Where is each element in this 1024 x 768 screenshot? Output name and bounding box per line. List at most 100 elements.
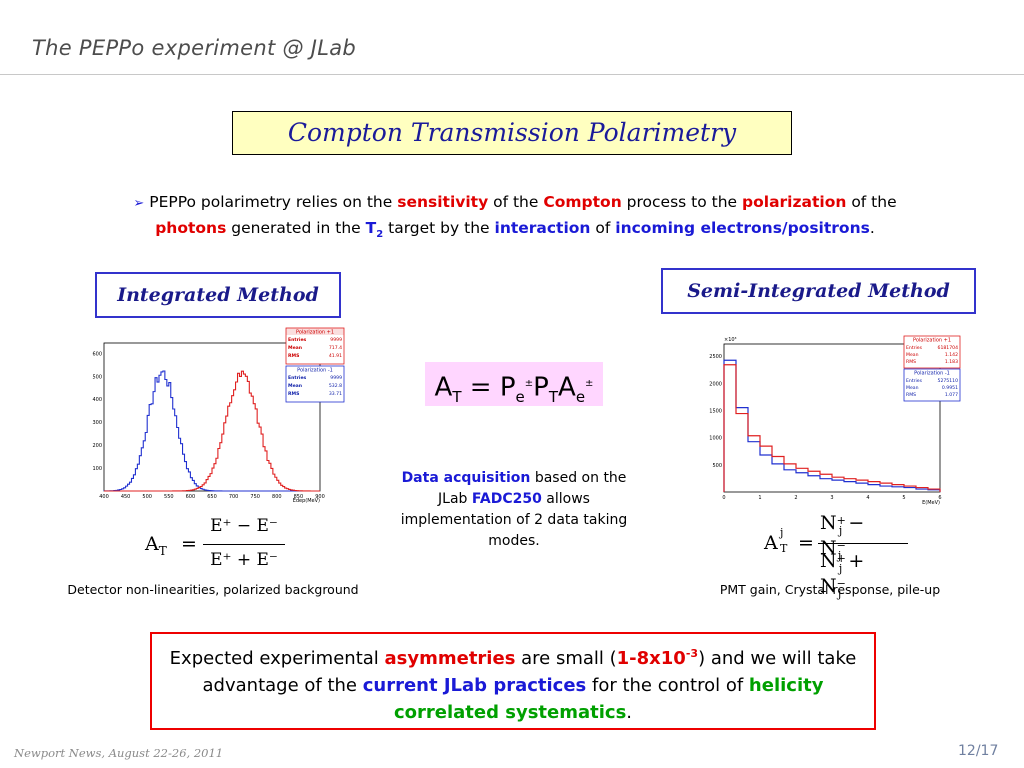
x-axis-ticks: 400 450 500 550 600 650 700 750 800 850 900 — [99, 494, 325, 500]
svg-text:Polarization +1: Polarization +1 — [913, 338, 951, 344]
x-axis-ticks: 0 1 2 3 4 5 6 — [722, 495, 941, 501]
keyword-data-acquisition: Data acquisition — [401, 470, 531, 486]
svg-text:Polarization -1: Polarization -1 — [297, 368, 333, 374]
tick-label: 600 — [186, 494, 196, 500]
svg-text:33.71: 33.71 — [329, 391, 342, 397]
bullet-arrow-icon: ➢ — [133, 196, 145, 211]
svg-text:Entries: Entries — [288, 337, 307, 343]
formula-denominator: E⁺ + E⁻ — [210, 550, 278, 570]
tick-label: 1 — [758, 495, 761, 501]
header-divider — [0, 74, 1024, 75]
intro-text: of the — [846, 193, 897, 211]
svg-text:9999: 9999 — [330, 337, 342, 343]
svg-text:532.8: 532.8 — [329, 383, 342, 389]
svg-text:1.142: 1.142 — [945, 352, 958, 358]
svg-text:RMS: RMS — [906, 392, 916, 398]
tick-label: 850 — [294, 494, 304, 500]
stats-box-minus: Polarization -1 Entries 9999 Mean 532.8 … — [285, 365, 345, 403]
tick-label: 750 — [250, 494, 260, 500]
svg-text:Mean: Mean — [906, 352, 919, 358]
tick-label: 100 — [92, 466, 102, 472]
asymmetry-relation-formula: AT = Pe±PTAe± — [425, 362, 603, 406]
stats-box-minus: Polarization -1 Entries 5275110 Mean 0.9… — [903, 368, 961, 402]
page-number: 12/17 — [958, 743, 999, 759]
svg-text:RMS: RMS — [288, 391, 299, 397]
tick-label: 500 — [712, 463, 722, 469]
semi-integrated-asymmetry-formula: A j T = N+j − N−j N+j + N−j — [764, 512, 914, 600]
keyword-polarization: polarization — [742, 193, 847, 211]
svg-text:Entries: Entries — [906, 345, 923, 351]
keyword-asymmetry-range: 1-8x10-3 — [616, 647, 699, 669]
integrated-asymmetry-formula: AT = E⁺ − E⁻ E⁺ + E⁻ — [145, 516, 285, 576]
semi-integrated-method-title: Semi-Integrated Method — [661, 268, 976, 314]
tick-label: 0 — [722, 495, 725, 501]
svg-text:0.9951: 0.9951 — [942, 385, 958, 391]
svg-text:Polarization +1: Polarization +1 — [296, 330, 334, 336]
keyword-asymmetries: asymmetries — [384, 648, 516, 669]
tick-label: 800 — [272, 494, 282, 500]
integrated-histogram: 100 200 300 400 500 600 400 450 500 550 600 650 700… — [82, 325, 346, 507]
polarization-plus-series — [104, 370, 320, 492]
tick-label: 700 — [229, 494, 239, 500]
svg-text:717.4: 717.4 — [329, 345, 342, 351]
stats-box-plus: Polarization +1 Entries 9999 Mean 717.4 … — [285, 327, 345, 365]
integrated-caption: Detector non-linearities, polarized back… — [67, 582, 359, 597]
svg-text:Entries: Entries — [288, 375, 307, 381]
svg-text:6181704: 6181704 — [938, 345, 959, 351]
tick-label: 4 — [866, 495, 869, 501]
keyword-photons: photons — [155, 219, 227, 237]
intro-text: process to the — [621, 193, 743, 211]
tick-label: 6 — [938, 495, 941, 501]
tick-label: 3 — [830, 495, 833, 501]
formula-denominator: N+j + N−j — [820, 550, 865, 600]
svg-text:1.183: 1.183 — [945, 359, 958, 365]
svg-text:Mean: Mean — [906, 385, 919, 391]
tick-label: 450 — [121, 494, 131, 500]
formula-lhs: A — [145, 533, 159, 555]
semi-integrated-caption: PMT gain, Crystal response, pile-up — [719, 582, 941, 597]
tick-label: 400 — [99, 494, 109, 500]
tick-label: 650 — [207, 494, 217, 500]
x-axis-label: E(MeV) — [922, 500, 940, 506]
tick-label: 2000 — [709, 381, 722, 387]
svg-text:Mean: Mean — [288, 383, 302, 389]
x-axis-label: Edep(MeV) — [293, 498, 320, 504]
intro-paragraph: ➢ PEPPo polarimetry relies on the sensit… — [60, 190, 970, 247]
footer-location-date: Newport News, August 22-26, 2011 — [14, 746, 224, 760]
y-axis-exponent: ×10³ — [724, 337, 737, 343]
tick-label: 600 — [92, 351, 102, 357]
tick-label: 1000 — [709, 436, 722, 442]
tick-label: 200 — [92, 443, 102, 449]
y-axis-ticks: 500 1000 1500 2000 2500 — [709, 354, 722, 469]
header-title: The PEPPo experiment @ JLab — [32, 36, 357, 60]
stats-box-plus: Polarization +1 Entries 6181704 Mean 1.1… — [903, 335, 961, 369]
svg-text:1.077: 1.077 — [945, 392, 958, 398]
svg-text:41.91: 41.91 — [329, 353, 342, 359]
intro-text: of — [590, 219, 616, 237]
svg-text:9999: 9999 — [330, 375, 342, 381]
intro-text: of the — [488, 193, 544, 211]
intro-text: PEPPo polarimetry relies on the — [149, 193, 398, 211]
tick-label: 500 — [142, 494, 152, 500]
keyword-fadc250: FADC250 — [471, 491, 542, 507]
keyword-compton: Compton — [543, 193, 622, 211]
formula-numerator: E⁺ − E⁻ — [210, 516, 278, 536]
tick-label: 2 — [794, 495, 797, 501]
tick-label: 1500 — [709, 409, 722, 415]
formula-numerator: N+j − N−j — [820, 512, 865, 562]
formula-equals: = — [181, 533, 197, 555]
intro-text: . — [869, 219, 875, 237]
integrated-method-title: Integrated Method — [95, 272, 341, 318]
conclusion-box: Expected experimental asymmetries are sm… — [150, 632, 876, 730]
svg-text:Polarization -1: Polarization -1 — [914, 371, 950, 377]
tick-label: 2500 — [709, 354, 722, 360]
keyword-jlab-practices: current JLab practices — [362, 675, 587, 696]
svg-text:RMS: RMS — [906, 359, 916, 365]
tick-label: 300 — [92, 420, 102, 426]
polarization-minus-series — [103, 370, 320, 492]
intro-text: target by the — [383, 219, 495, 237]
tick-label: 500 — [92, 374, 102, 380]
svg-text:5275110: 5275110 — [938, 378, 959, 384]
keyword-sensitivity: sensitivity — [397, 193, 489, 211]
